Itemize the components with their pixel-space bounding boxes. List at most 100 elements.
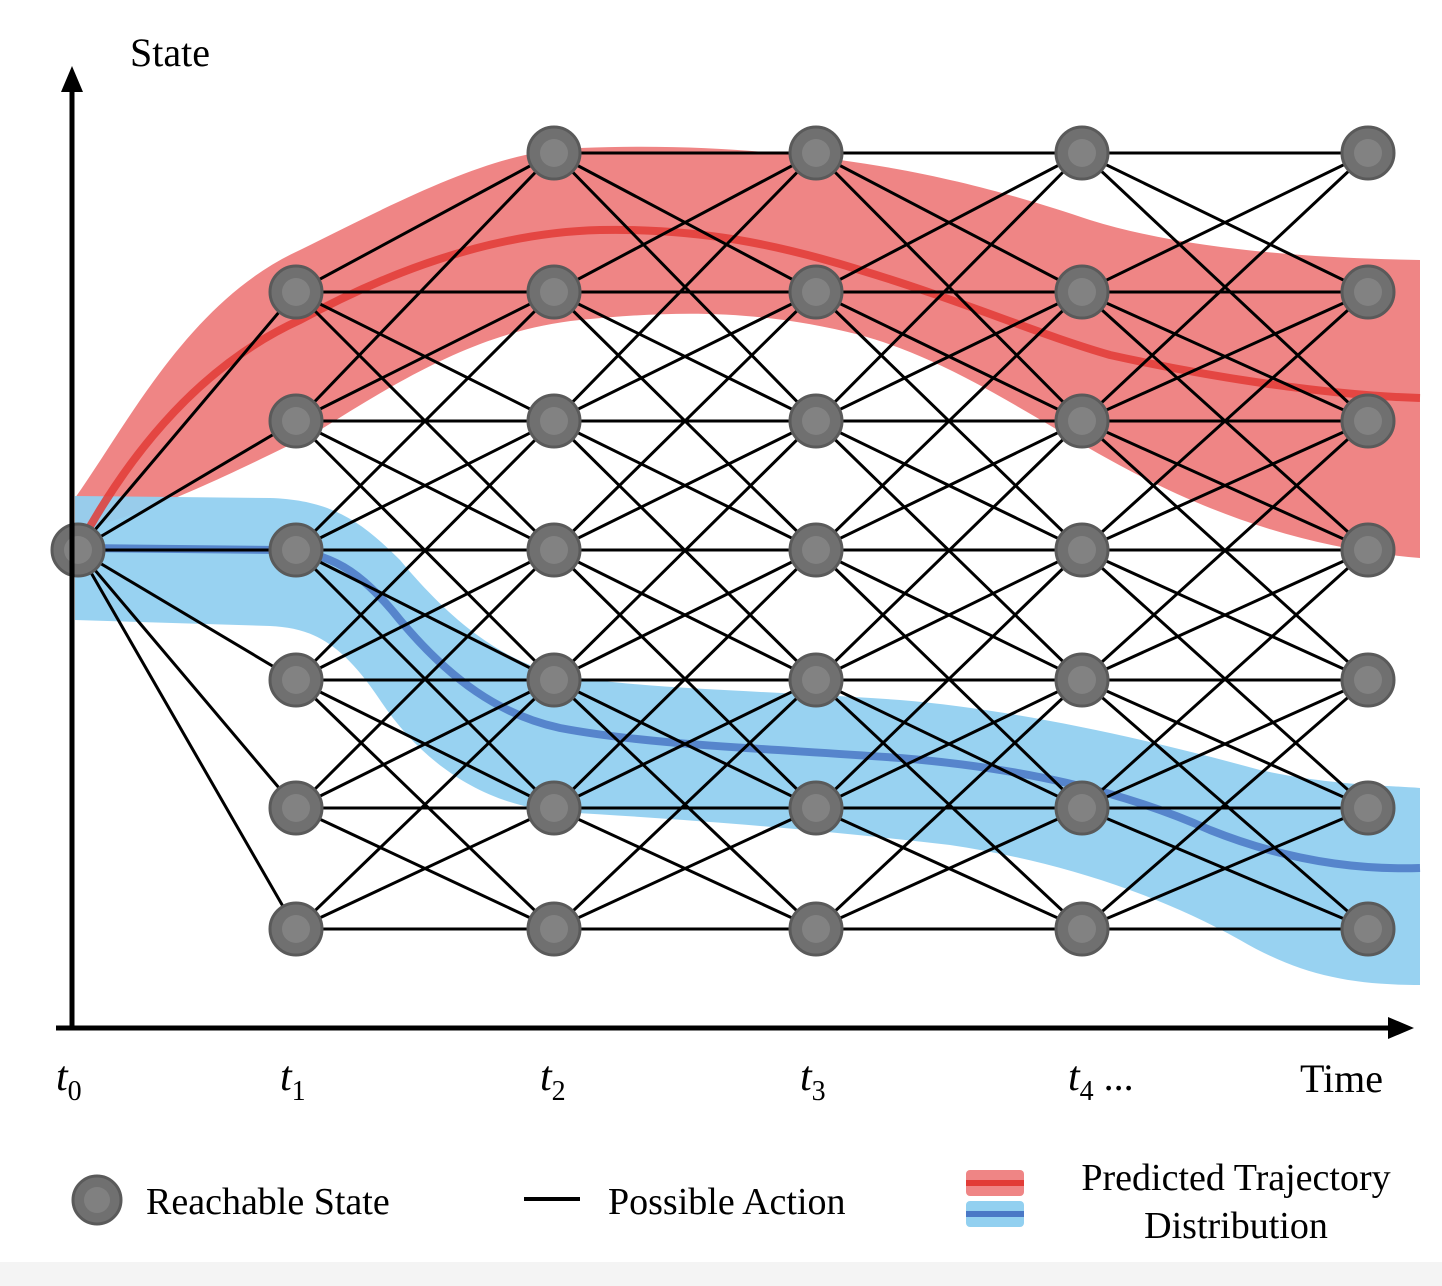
state-node — [788, 125, 844, 181]
action-edge — [295, 290, 555, 423]
action-edge — [815, 151, 1083, 294]
state-node — [788, 652, 844, 708]
state-node-inner — [802, 278, 830, 306]
action-edge — [295, 548, 555, 682]
action-edge — [553, 290, 817, 423]
state-node-inner — [1354, 407, 1382, 435]
state-node — [268, 652, 324, 708]
action-edge — [1081, 678, 1369, 931]
action-edge — [552, 678, 818, 931]
action-edge — [1081, 419, 1369, 552]
action-edge — [295, 419, 555, 552]
action-edge — [1081, 806, 1369, 931]
state-node — [788, 780, 844, 836]
state-node-inner — [282, 666, 310, 694]
state-node-inner — [1068, 915, 1096, 943]
state-node — [1340, 901, 1396, 957]
state-node — [268, 393, 324, 449]
legend-trajectory: Predicted Trajectory Distribution — [966, 1157, 1391, 1247]
action-edge — [552, 548, 818, 810]
state-node — [1340, 780, 1396, 836]
state-node-inner — [1068, 536, 1096, 564]
state-node-inner — [802, 536, 830, 564]
time-tick-label: t3 — [800, 1054, 826, 1107]
action-edge — [295, 151, 555, 294]
state-node — [268, 901, 324, 957]
state-node — [1340, 522, 1396, 578]
legend-trajectory-label-line1: Predicted Trajectory — [1081, 1157, 1390, 1199]
action-edge — [814, 290, 1084, 552]
state-node-inner — [802, 139, 830, 167]
action-edge — [815, 290, 1083, 423]
state-node-inner — [540, 278, 568, 306]
state-node — [788, 901, 844, 957]
action-edge — [1081, 678, 1369, 810]
legend-possible-action: Possible Action — [524, 1181, 846, 1223]
state-node-inner — [540, 139, 568, 167]
state-node — [268, 264, 324, 320]
action-edge — [814, 548, 1084, 810]
action-edge — [553, 419, 817, 552]
state-node — [526, 652, 582, 708]
state-node — [1340, 264, 1396, 320]
state-node-inner — [1354, 536, 1382, 564]
axes: State Time — [56, 30, 1414, 1101]
time-tick-label: t1 — [280, 1054, 306, 1107]
action-edge — [1080, 290, 1370, 552]
legend-node-icon-inner — [84, 1187, 110, 1213]
legend-reachable-state-label: Reachable State — [146, 1181, 390, 1223]
action-edge — [1081, 290, 1369, 423]
state-node — [526, 522, 582, 578]
action-edge — [553, 806, 817, 931]
blue-trajectory-mean — [77, 544, 1421, 873]
state-node — [50, 522, 106, 578]
state-node — [526, 780, 582, 836]
state-node-inner — [282, 536, 310, 564]
action-edge — [552, 290, 818, 552]
action-edge — [815, 678, 1083, 810]
possible-action-edges — [76, 151, 1370, 931]
legend: Reachable State Possible Action Predicte… — [71, 1157, 1391, 1247]
action-edge — [1080, 548, 1370, 810]
state-node-inner — [802, 407, 830, 435]
legend-trajectory-label-line2: Distribution — [1144, 1205, 1328, 1247]
action-edge — [553, 678, 817, 810]
action-edge — [76, 291, 298, 551]
state-node-inner — [1068, 666, 1096, 694]
state-node-inner — [802, 666, 830, 694]
action-edge — [552, 151, 818, 423]
state-node-inner — [282, 278, 310, 306]
action-edge — [295, 806, 555, 931]
state-node — [1054, 522, 1110, 578]
action-edge — [76, 549, 298, 809]
state-node — [1054, 393, 1110, 449]
state-node — [526, 264, 582, 320]
state-node-inner — [1354, 666, 1382, 694]
action-edge — [815, 419, 1083, 552]
time-tick-labels: t0 t1 t2 t3 t4 ... — [56, 1054, 1134, 1107]
state-node-inner — [1068, 407, 1096, 435]
action-edge — [77, 419, 297, 552]
action-edge — [1080, 151, 1370, 423]
state-node-inner — [1068, 794, 1096, 822]
state-node — [526, 393, 582, 449]
state-node — [1054, 780, 1110, 836]
action-edge — [294, 548, 556, 810]
legend-reachable-state: Reachable State — [71, 1174, 390, 1226]
action-edge — [1080, 419, 1370, 682]
action-edge — [553, 151, 817, 294]
state-node-inner — [540, 536, 568, 564]
action-edge — [294, 678, 556, 931]
action-edge — [815, 548, 1083, 682]
state-node — [1054, 125, 1110, 181]
state-node-inner — [1354, 139, 1382, 167]
state-node — [526, 901, 582, 957]
state-node-inner — [282, 794, 310, 822]
y-axis-arrowhead — [61, 66, 83, 92]
time-tick-label: t4 ... — [1068, 1054, 1134, 1107]
action-edge — [552, 419, 818, 682]
state-node — [526, 125, 582, 181]
state-node-inner — [282, 915, 310, 943]
action-edge — [1081, 548, 1369, 682]
y-axis-label: State — [130, 30, 210, 75]
